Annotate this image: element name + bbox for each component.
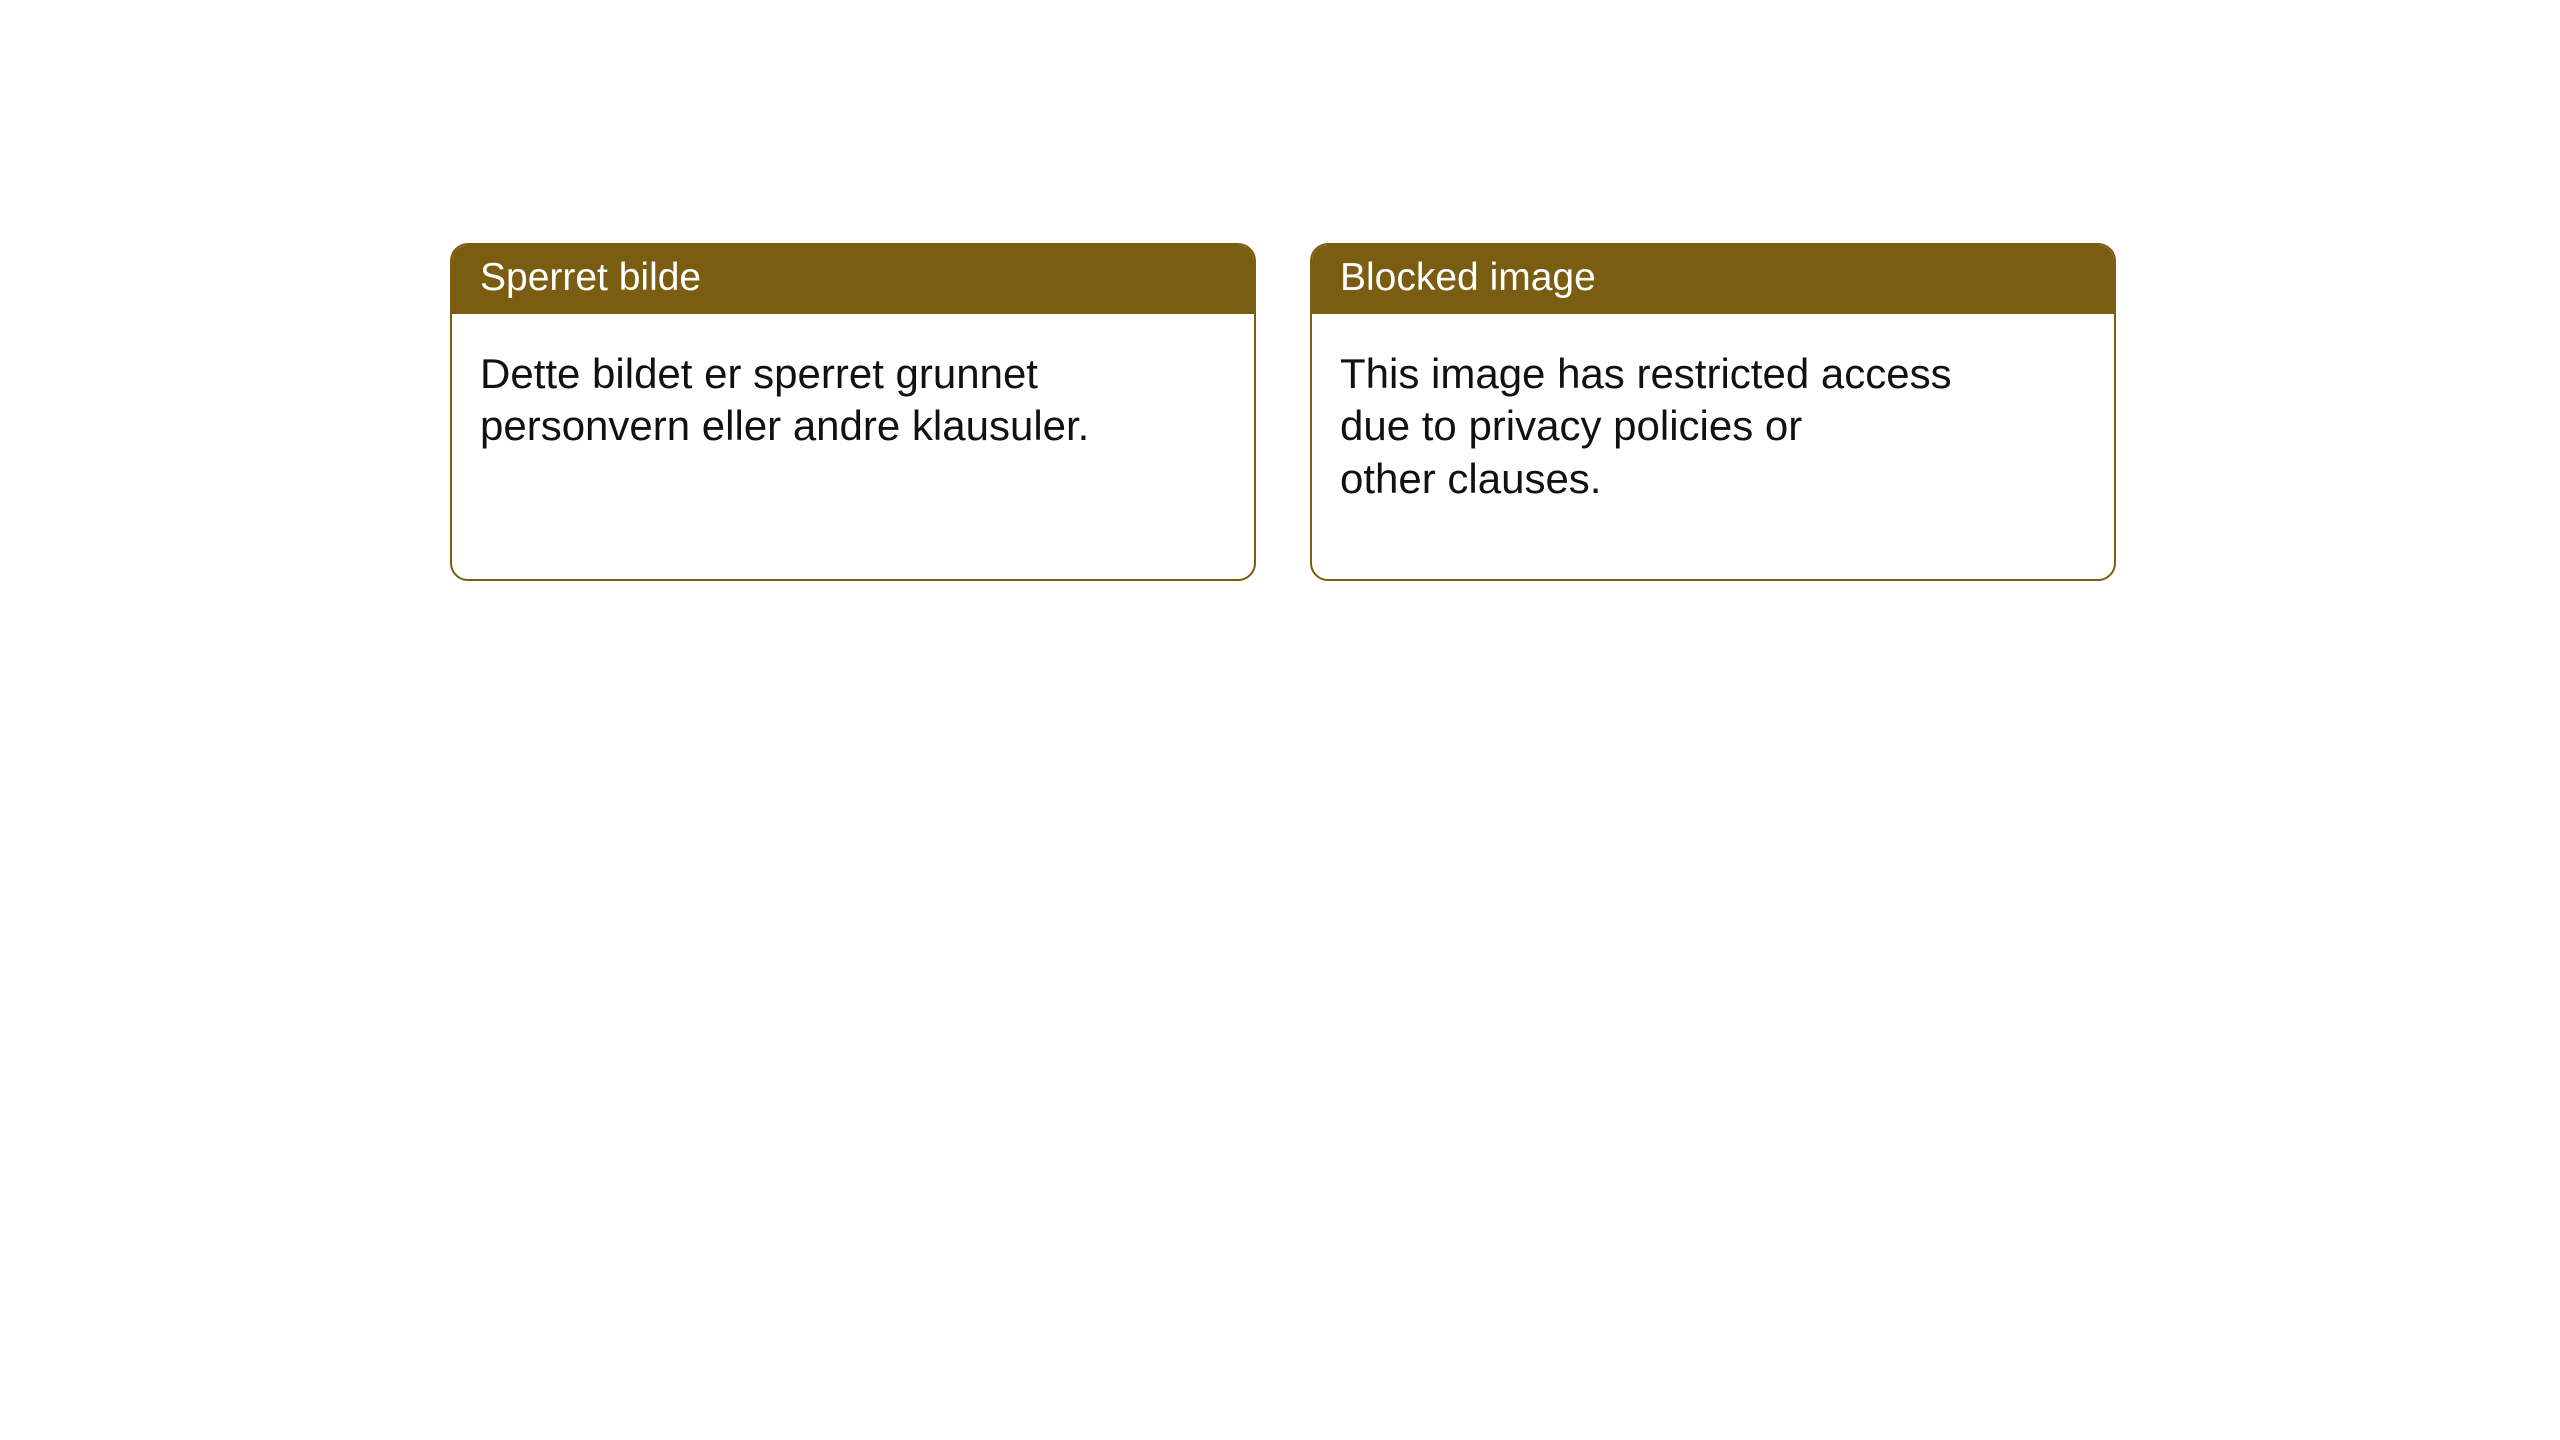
notice-body: This image has restricted access due to … [1312, 314, 2114, 540]
notice-body: Dette bildet er sperret grunnet personve… [452, 314, 1254, 487]
notice-box-english: Blocked image This image has restricted … [1310, 243, 2116, 581]
notice-header: Sperret bilde [452, 245, 1254, 314]
notice-container: Sperret bilde Dette bildet er sperret gr… [450, 243, 2116, 581]
notice-header: Blocked image [1312, 245, 2114, 314]
notice-box-norwegian: Sperret bilde Dette bildet er sperret gr… [450, 243, 1256, 581]
